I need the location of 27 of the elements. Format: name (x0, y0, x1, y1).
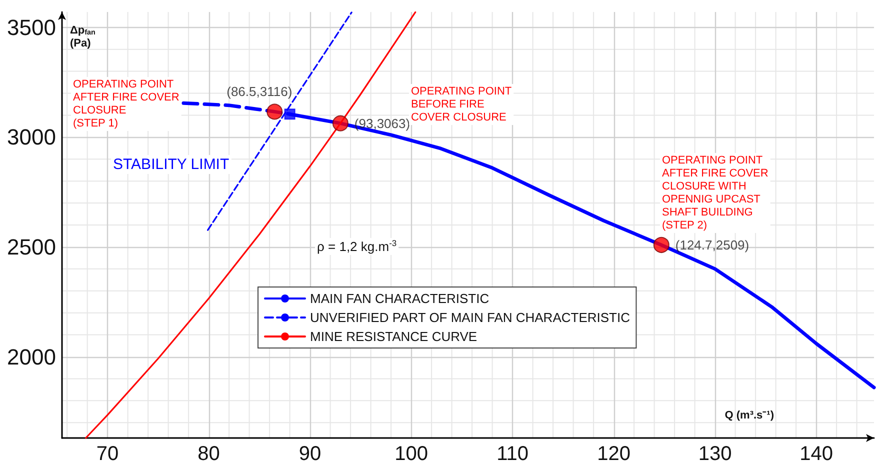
legend-label: MAIN FAN CHARACTERISTIC (310, 291, 490, 306)
x-tick-label: 130 (698, 443, 732, 464)
annotation: OPERATING POINT AFTER FIRE COVER CLOSURE (STEP 1) (73, 78, 180, 130)
x-tick-label: 70 (96, 443, 119, 464)
x-tick-label: 110 (496, 443, 528, 464)
y-tick-label: 3000 (7, 124, 56, 150)
y-tick-label: 2500 (7, 234, 56, 260)
annotation: OPERATING POINT AFTER FIRE COVER CLOSURE WITH OPENNIG UPCAST SHAFT BUILDING (STEP 2) (662, 154, 768, 232)
x-tick-label: 100 (394, 443, 428, 464)
x-tick-label: 90 (298, 443, 322, 464)
point (332, 115, 348, 132)
legend-label: MINE RESISTANCE CURVE (310, 329, 478, 344)
x-tick-label: 140 (800, 443, 833, 464)
legend-label: UNVERIFIED PART OF MAIN FAN CHARACTERISTIC (310, 310, 630, 325)
data-label: (124.7,2509) (675, 237, 750, 252)
x-axis-title: Q (m³.s⁻¹) (724, 410, 774, 422)
point (284, 108, 296, 120)
y-tick-label: 2000 (7, 344, 56, 370)
point (266, 104, 283, 120)
y-tick-label: 3500 (7, 14, 56, 40)
point (653, 236, 670, 253)
x-tick-label: 120 (597, 443, 630, 464)
data-label: (93,3063) (354, 116, 410, 131)
data-label: (86.5,3116) (226, 84, 292, 100)
annotation: OPERATING POINT BEFORE FIRE COVER CLOSURE (411, 86, 512, 124)
annotation: STABILITY LIMIT (113, 156, 230, 173)
x-tick-label: 80 (198, 443, 220, 464)
